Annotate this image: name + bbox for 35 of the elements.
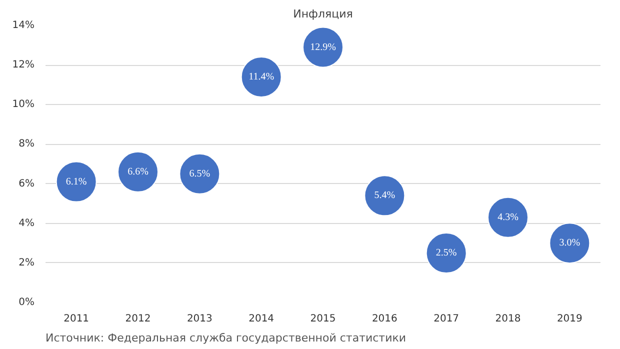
text: 4.3% (498, 212, 518, 223)
point (426, 232, 467, 274)
point (364, 175, 406, 216)
y-tick-label: 0% (18, 297, 35, 308)
text: 6.6% (128, 166, 148, 178)
x-tick-label: 2013 (186, 314, 212, 324)
text: 6.5% (189, 168, 210, 180)
text: 3.0% (559, 238, 580, 249)
y-tick-label: 8% (18, 138, 35, 150)
x-tick-label: 2014 (248, 314, 274, 324)
text: Источник: Федеральная служба государственной статистики (46, 332, 406, 344)
chart-title: Инфляция (293, 8, 353, 20)
x-tick-label: 2015 (310, 314, 336, 324)
text: 2.5% (436, 248, 457, 259)
x-tick-label: 2011 (64, 314, 90, 324)
y-tick-label: 4% (18, 218, 35, 229)
point (56, 161, 97, 202)
y-tick-label: 14% (12, 20, 35, 31)
x-tick-label: 2012 (125, 314, 151, 324)
text: 5.4% (374, 190, 396, 202)
x-tick-label: 2019 (556, 314, 582, 324)
text: 11.4% (248, 71, 274, 82)
x-tick-label: 2017 (434, 314, 460, 324)
point (549, 222, 590, 264)
y-tick-label: 12% (12, 60, 35, 71)
text: 12.9% (310, 42, 336, 53)
x-tick-label: 2018 (495, 314, 521, 324)
point (179, 153, 220, 194)
y-tick-label: 2% (18, 257, 35, 268)
y-tick-label: 10% (12, 99, 35, 110)
point (118, 151, 158, 192)
x-tick-label: 2016 (372, 314, 398, 324)
y-tick-label: 6% (18, 178, 35, 190)
point (488, 196, 528, 238)
text: 6.1% (66, 176, 87, 188)
